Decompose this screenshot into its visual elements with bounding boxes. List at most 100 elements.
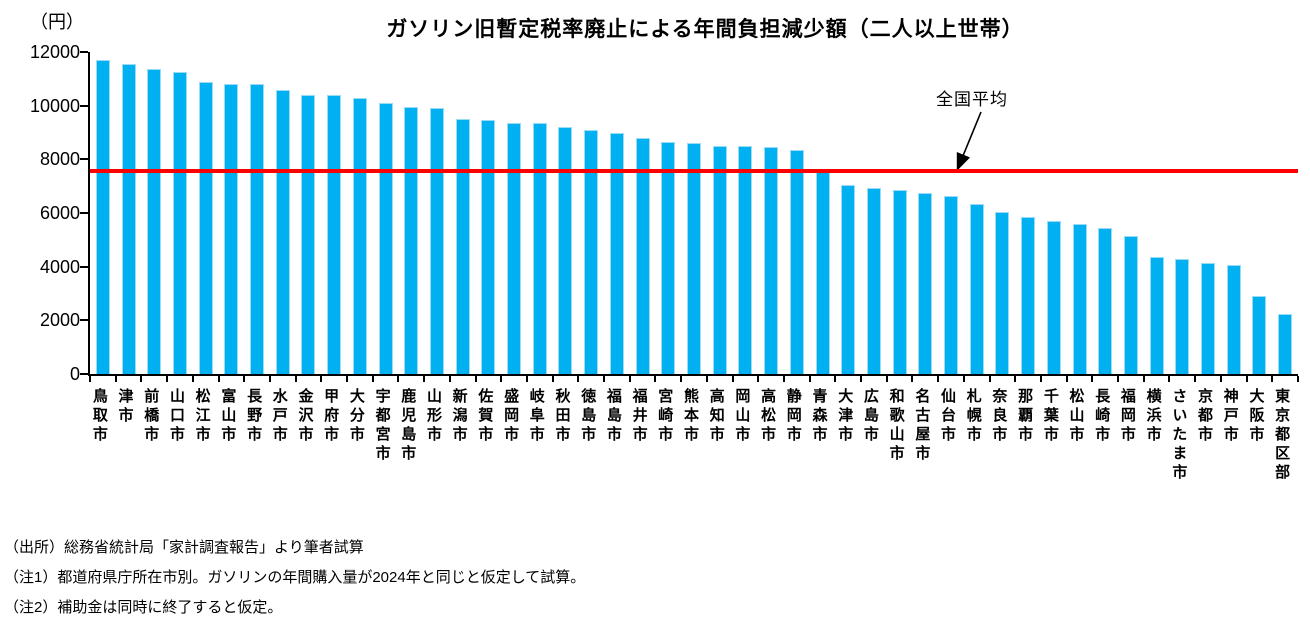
- y-axis-tick: [80, 104, 88, 107]
- x-tick-label: 宇都宮市: [373, 388, 391, 464]
- x-tick-label: 福岡市: [1118, 388, 1136, 445]
- x-axis-tick: [1168, 376, 1171, 382]
- x-axis-tick: [320, 376, 323, 382]
- y-axis-tick: [80, 212, 88, 214]
- bar-福岡市: [1123, 235, 1138, 374]
- x-axis-tick: [1297, 376, 1299, 382]
- x-axis-tick: [474, 376, 477, 382]
- x-tick-label: 宮崎市: [656, 388, 674, 445]
- x-axis-tick: [937, 376, 940, 382]
- x-axis-tick: [705, 376, 708, 382]
- x-tick-label: 前橋市: [142, 388, 160, 445]
- x-axis-tick: [962, 376, 965, 382]
- x-axis-tick: [140, 376, 143, 382]
- chart-title: ガソリン旧暫定税率廃止による年間負担減少額（二人以上世帯）: [386, 18, 1024, 41]
- x-axis-tick: [346, 376, 349, 382]
- x-axis-tick: [397, 376, 400, 382]
- x-tick-label: 甲府市: [322, 388, 340, 445]
- x-tick-label: 鳥取市: [90, 388, 108, 445]
- y-tick-label: 12000: [29, 42, 80, 62]
- x-tick-label: 山形市: [424, 388, 442, 445]
- x-axis-tick: [654, 376, 657, 382]
- x-tick-label: 大津市: [836, 388, 854, 445]
- x-axis-tick: [448, 376, 451, 382]
- bar-札幌市: [969, 203, 984, 374]
- bar-福井市: [635, 137, 650, 374]
- footnotes: （出所）総務省統計局「家計調査報告」より筆者試算 （注1）都道府県庁所在市別。ガ…: [4, 533, 585, 623]
- bar-佐賀市: [481, 120, 496, 374]
- bar-大阪市: [1252, 296, 1267, 374]
- bar-岡山市: [738, 145, 753, 374]
- x-tick-label: 那覇市: [1016, 388, 1034, 445]
- x-axis-tick: [603, 376, 606, 382]
- x-tick-label: 岡山市: [733, 388, 751, 445]
- bar-鳥取市: [95, 60, 110, 374]
- x-axis-tick: [731, 376, 734, 382]
- x-tick-label: 京都市: [1196, 388, 1214, 445]
- bar-宇都宮市: [378, 102, 393, 374]
- bar-静岡市: [789, 149, 804, 374]
- x-tick-label: 岐阜市: [527, 388, 545, 445]
- x-tick-label: 青森市: [810, 388, 828, 445]
- x-tick-label: 福井市: [630, 388, 648, 445]
- bar-金沢市: [301, 94, 316, 374]
- x-axis-tick: [808, 376, 811, 382]
- x-axis-tick: [500, 376, 503, 382]
- bar-山口市: [172, 72, 187, 374]
- bar-高知市: [712, 145, 727, 374]
- y-tick-label: 10000: [29, 95, 80, 116]
- footnote-note1: （注1）都道府県庁所在市別。ガソリンの年間購入量が2024年と同じと仮定して試算…: [4, 569, 586, 586]
- x-tick-label: 和歌山市: [887, 388, 905, 464]
- y-tick-label: 6000: [39, 203, 80, 223]
- x-axis-tick: [885, 376, 888, 382]
- x-tick-label: 千葉市: [1041, 388, 1059, 445]
- bar-神戸市: [1226, 265, 1241, 374]
- bar-長崎市: [1098, 227, 1113, 374]
- x-axis-tick: [217, 376, 220, 382]
- x-tick-label: 水戸市: [270, 388, 288, 445]
- average-line: [90, 169, 1298, 174]
- x-axis-tick: [860, 376, 863, 382]
- x-tick-label: 金沢市: [296, 388, 314, 445]
- bar-東京都区部: [1278, 313, 1293, 374]
- x-axis-tick: [1091, 376, 1094, 382]
- bar-甲府市: [327, 94, 342, 374]
- bar-長野市: [250, 84, 265, 374]
- bar-前橋市: [147, 69, 162, 374]
- y-axis-tick: [80, 158, 88, 161]
- bar-千葉市: [1046, 221, 1061, 374]
- x-axis-tick: [1117, 376, 1120, 382]
- bar-熊本市: [687, 143, 701, 374]
- y-axis-unit-label: （円）: [30, 12, 84, 32]
- x-tick-label: 東京都区部: [1273, 388, 1291, 483]
- bar-秋田市: [558, 127, 573, 374]
- x-axis-tick: [294, 376, 297, 382]
- plot-area: [80, 51, 1299, 382]
- x-axis-tick: [166, 376, 169, 382]
- bar-津市: [121, 64, 136, 374]
- x-tick-label: 奈良市: [990, 388, 1008, 445]
- x-axis-tick: [757, 376, 760, 382]
- bar-松江市: [198, 81, 213, 374]
- bar-鹿児島市: [404, 107, 419, 374]
- bar-富山市: [224, 84, 239, 374]
- x-axis-tick: [1014, 376, 1017, 382]
- x-axis-tick: [988, 376, 991, 382]
- x-axis-tick: [1065, 376, 1068, 382]
- x-tick-label: 徳島市: [579, 388, 597, 445]
- y-tick-label: 8000: [39, 149, 80, 170]
- bar-和歌山市: [892, 190, 907, 374]
- x-tick-label: 熊本市: [682, 388, 699, 445]
- x-tick-label: 高松市: [759, 388, 777, 445]
- x-tick-label: さいたま市: [1170, 388, 1188, 483]
- x-tick-label: 大分市: [347, 388, 365, 445]
- x-tick-label: 福島市: [604, 388, 622, 445]
- bar-高松市: [764, 147, 779, 374]
- x-axis-tick: [525, 376, 528, 382]
- bar-大分市: [352, 97, 367, 374]
- average-annotation-arrow: [956, 111, 982, 171]
- x-axis-tick: [268, 376, 271, 382]
- x-axis-tick: [1194, 376, 1197, 382]
- x-axis-tick: [680, 376, 683, 382]
- x-tick-label: 山口市: [167, 388, 185, 445]
